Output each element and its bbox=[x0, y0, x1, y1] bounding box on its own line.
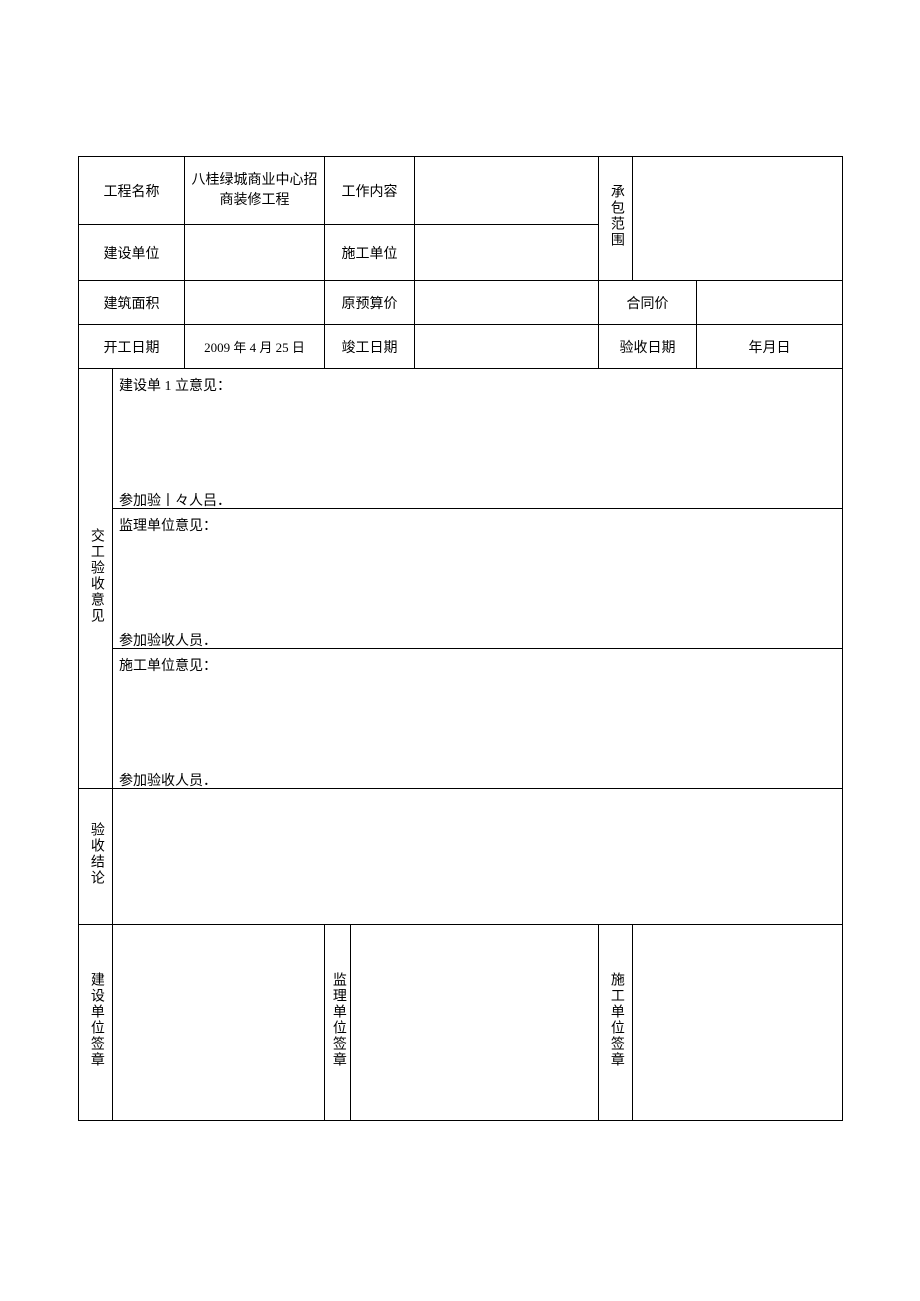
label-acceptance-opinion: 交工验收意见 bbox=[79, 369, 113, 789]
label-builder-sign: 施工单位签章 bbox=[599, 925, 633, 1121]
acceptance-form-table: 工程名称 八桂绿城商业中心招商装修工程 工作内容 承包范围 建设单位 施工单位 … bbox=[78, 156, 843, 1121]
label-completion-date: 竣工日期 bbox=[325, 325, 415, 369]
supervisor-opinion-cell: 监理单位意见： 参加验收人员． bbox=[113, 509, 843, 649]
value-building-area bbox=[185, 281, 325, 325]
value-conclusion bbox=[113, 789, 843, 925]
label-building-area: 建筑面积 bbox=[79, 281, 185, 325]
label-work-content: 工作内容 bbox=[325, 157, 415, 225]
builder-participants: 参加验收人员． bbox=[119, 770, 217, 789]
label-contract-price: 合同价 bbox=[599, 281, 697, 325]
label-scope: 承包范围 bbox=[599, 157, 633, 281]
supervisor-sign-area bbox=[351, 925, 599, 1121]
supervisor-opinion-label: 监理单位意见： bbox=[119, 515, 217, 535]
value-project-name: 八桂绿城商业中心招商装修工程 bbox=[185, 157, 325, 225]
label-acceptance-date: 验收日期 bbox=[599, 325, 697, 369]
label-construction-unit: 建设单位 bbox=[79, 225, 185, 281]
builder-sign-area bbox=[633, 925, 843, 1121]
value-contract-price bbox=[697, 281, 843, 325]
label-owner-sign: 建设单位签章 bbox=[79, 925, 113, 1121]
owner-opinion-label: 建设单 1 立意见： bbox=[119, 375, 231, 395]
supervisor-participants: 参加验收人员． bbox=[119, 630, 217, 649]
label-start-date: 开工日期 bbox=[79, 325, 185, 369]
value-acceptance-date: 年月日 bbox=[697, 325, 843, 369]
owner-sign-area bbox=[113, 925, 325, 1121]
value-work-content bbox=[415, 157, 599, 225]
label-original-budget: 原预算价 bbox=[325, 281, 415, 325]
label-supervisor-sign: 监理单位签章 bbox=[325, 925, 351, 1121]
owner-opinion-cell: 建设单 1 立意见： 参加验丨々人吕． bbox=[113, 369, 843, 509]
owner-participants: 参加验丨々人吕． bbox=[119, 490, 231, 509]
value-original-budget bbox=[415, 281, 599, 325]
value-start-date: 2009 年 4 月 25 日 bbox=[185, 325, 325, 369]
value-completion-date bbox=[415, 325, 599, 369]
builder-opinion-label: 施工单位意见： bbox=[119, 655, 217, 675]
label-conclusion: 验收结论 bbox=[79, 789, 113, 925]
builder-opinion-cell: 施工单位意见： 参加验收人员． bbox=[113, 649, 843, 789]
label-project-name: 工程名称 bbox=[79, 157, 185, 225]
value-scope bbox=[633, 157, 843, 281]
label-builder-unit: 施工单位 bbox=[325, 225, 415, 281]
value-construction-unit bbox=[185, 225, 325, 281]
value-builder-unit bbox=[415, 225, 599, 281]
